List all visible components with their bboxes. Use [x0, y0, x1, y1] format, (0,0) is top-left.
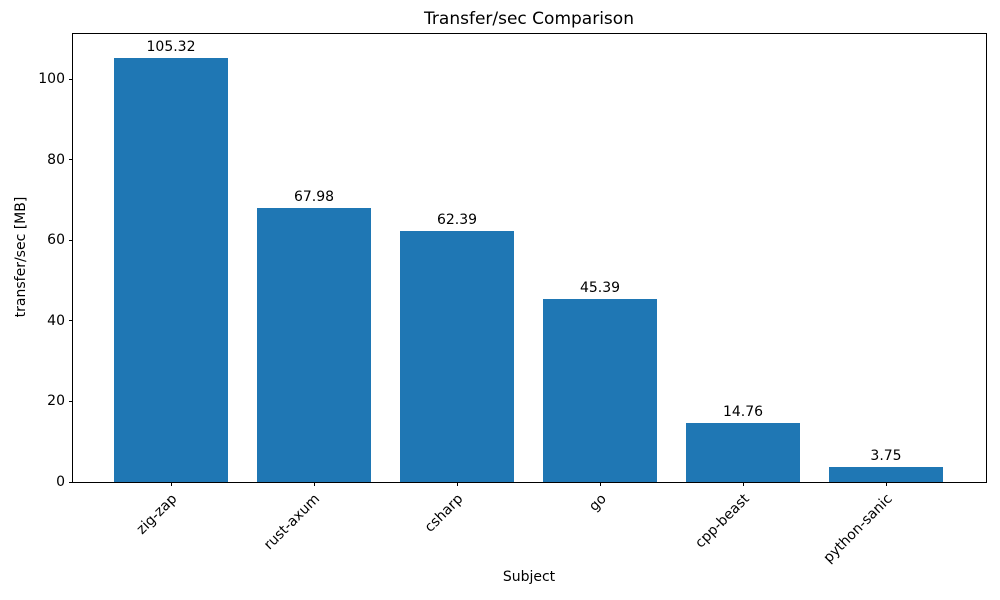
bar-value-label: 62.39 — [436, 212, 478, 228]
chart-title: Transfer/sec Comparison — [424, 9, 634, 29]
bar — [686, 423, 800, 482]
x-tick-mark — [599, 482, 601, 486]
y-tick-label: 100 — [38, 71, 65, 88]
bar-value-label: 67.98 — [293, 189, 335, 205]
y-tick-mark — [69, 239, 73, 241]
y-tick-mark — [69, 320, 73, 322]
x-tick-label: csharp — [421, 491, 467, 536]
bar — [114, 58, 228, 482]
bar — [829, 467, 943, 482]
bar-value-label: 45.39 — [579, 280, 621, 296]
y-tick-label: 60 — [47, 232, 65, 249]
y-tick-label: 0 — [56, 474, 65, 490]
y-tick-mark — [69, 400, 73, 402]
bar-value-label: 14.76 — [722, 404, 764, 420]
y-tick-label: 80 — [47, 151, 65, 168]
x-tick-mark — [313, 482, 315, 486]
x-tick-label: python-sanic — [820, 491, 896, 567]
bar — [257, 208, 371, 482]
x-tick-label: go — [585, 491, 610, 515]
y-tick-mark — [69, 78, 73, 80]
y-tick-mark — [69, 159, 73, 161]
x-tick-mark — [742, 482, 744, 486]
y-tick-label: 20 — [47, 393, 65, 410]
x-axis-label: Subject — [502, 569, 556, 585]
y-axis-label: transfer/sec [MB] — [13, 196, 29, 318]
x-tick-mark — [885, 482, 887, 486]
x-tick-mark — [456, 482, 458, 486]
bar-value-label: 105.32 — [146, 39, 196, 55]
plot-area: 0 20 40 60 80 100 105.32 zig-zap 67.98 rust-axum 6… — [38, 33, 987, 566]
y-tick-mark — [69, 481, 73, 483]
x-tick-mark — [170, 482, 172, 486]
bar — [400, 231, 514, 482]
x-tick-label: rust-axum — [261, 491, 324, 554]
x-tick-label: zig-zap — [133, 491, 181, 538]
bar-value-label: 3.75 — [870, 448, 902, 464]
x-tick-label: cpp-beast — [691, 491, 753, 552]
y-tick-label: 40 — [47, 312, 65, 329]
bar — [543, 299, 657, 482]
